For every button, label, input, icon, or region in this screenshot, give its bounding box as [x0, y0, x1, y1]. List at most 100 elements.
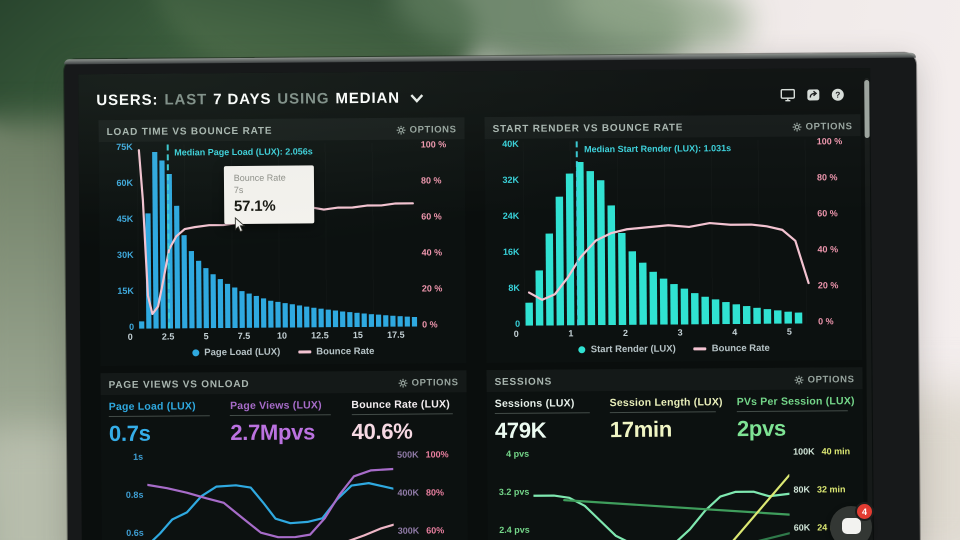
y-tick-label: 1s — [133, 451, 144, 462]
panel-header: SESSIONS OPTIONS — [486, 367, 862, 392]
legend-dot-icon — [578, 345, 586, 353]
y-tick-label: 60K — [116, 177, 134, 188]
legend-item[interactable]: Page Load (LUX) — [192, 346, 280, 358]
stat-session-length: Session Length (LUX) 17min — [610, 396, 723, 445]
x-tick-label: 10 — [276, 330, 288, 341]
mouse-cursor-icon — [234, 217, 246, 238]
x-axis: 0 1 2 3 4 5 — [513, 325, 822, 340]
y-tick-label: 30K — [116, 249, 134, 260]
stat-underline — [609, 411, 717, 414]
legend-item[interactable]: Bounce Rate — [298, 345, 374, 357]
y-tick-label: 100% — [425, 449, 449, 460]
x-tick-label: 15 — [352, 330, 363, 341]
stat-value: 40.6% — [351, 418, 413, 445]
tooltip-series-label: Bounce Rate — [233, 172, 286, 184]
legend-dash-icon — [693, 346, 707, 350]
panel-header: PAGE VIEWS VS ONLOAD OPTIONS — [100, 370, 466, 395]
legend-dot-icon — [192, 348, 200, 356]
y-tick-label: 60 % — [421, 211, 442, 222]
x-tick-label: 5 — [203, 331, 209, 342]
chat-widget-button[interactable]: 4 — [830, 502, 874, 540]
y-tick-label: 0.8s — [125, 489, 144, 500]
scrollbar[interactable] — [864, 78, 874, 540]
stat-value: 0.7s — [108, 420, 151, 447]
legend-item[interactable]: Start Render (LUX) — [578, 343, 676, 355]
x-tick-label: 4 — [732, 327, 738, 338]
dashboard-screen: USERS: LAST 7 DAYS USING MEDIAN — [78, 68, 875, 540]
legend: Page Load (LUX) Bounce Rate — [100, 341, 466, 362]
y-tick-label: 4 pvs — [506, 448, 530, 459]
plot: Median Start Render (LUX): 1.031s — [522, 139, 815, 326]
header-icon-group: ? — [780, 88, 844, 102]
chart-plot-area: 40K 32K 24K 16K 8K 0 Median Start Render (LUX)… — [485, 136, 862, 329]
y-tick-label: 60% — [426, 525, 445, 536]
y-tick-label: 80 % — [816, 172, 838, 183]
legend-label: Bounce Rate — [316, 345, 375, 357]
last-label: LAST — [164, 90, 208, 109]
x-tick-label: 5 — [786, 326, 792, 337]
notification-badge: 4 — [855, 502, 874, 521]
y-tick-label: 80% — [425, 487, 444, 498]
options-button[interactable]: OPTIONS — [792, 120, 853, 133]
x-tick-label: 17.5 — [387, 329, 405, 340]
dashboard-title-dropdown[interactable]: USERS: LAST 7 DAYS USING MEDIAN — [96, 89, 424, 109]
share-icon[interactable] — [806, 88, 820, 101]
stat-underline — [736, 410, 848, 413]
legend-label: Bounce Rate — [711, 342, 770, 354]
y-tick-label: 100 % — [816, 136, 843, 147]
stat-value: 2.7Mpvs — [230, 419, 316, 446]
range-value: 7 DAYS — [213, 90, 272, 108]
y-tick-label: 40K — [502, 138, 519, 149]
y-tick-label: 15K — [117, 285, 134, 296]
gear-icon — [396, 125, 406, 135]
stats-row: Page Load (LUX) 0.7s Page Views (LUX) 2.… — [101, 392, 467, 449]
help-icon[interactable]: ? — [831, 88, 844, 101]
stat-underline — [351, 413, 453, 416]
y-tick-label: 100K — [793, 446, 815, 457]
chevron-down-icon[interactable] — [409, 92, 424, 103]
panel-header: LOAD TIME VS BOUNCE RATE OPTIONS — [98, 117, 464, 142]
panel-title: PAGE VIEWS VS ONLOAD — [108, 378, 250, 391]
options-button[interactable]: OPTIONS — [794, 374, 855, 385]
y-tick-label: 0.6s — [126, 527, 144, 538]
page-views-sparkline-chart: 1s 0.8s 0.6s 500K 100% 400K 80% 300K 60% — [101, 446, 468, 540]
y-axis-left: 75K 60K 45K 30K 15K 0 — [99, 142, 138, 332]
options-button[interactable]: OPTIONS — [398, 377, 459, 388]
display-icon[interactable] — [780, 88, 796, 101]
x-tick-label: 2.5 — [161, 331, 175, 342]
legend-item[interactable]: Bounce Rate — [693, 342, 770, 354]
y-tick-label: 80K — [793, 484, 810, 495]
stat-label: Sessions (LUX) — [494, 397, 575, 410]
y-tick-label: 60K — [793, 522, 811, 533]
plot: Median Page Load (LUX): 2.056s Bounce Rat… — [136, 142, 419, 329]
sessions-sparkline-chart: 4 pvs 3.2 pvs 2.4 pvs 100K 40 min 80K 32 min 60… — [487, 443, 864, 540]
stat-underline — [108, 415, 210, 418]
dashboard-header: USERS: LAST 7 DAYS USING MEDIAN — [96, 81, 858, 113]
scrollbar-thumb[interactable] — [864, 80, 870, 139]
y-tick-label: 400K — [397, 487, 419, 498]
x-tick-label: 2 — [622, 327, 629, 338]
legend: Start Render (LUX) Bounce Rate — [486, 338, 862, 359]
panel-load-time-vs-bounce-rate: LOAD TIME VS BOUNCE RATE OPTIONS 75K 60K 4… — [98, 117, 467, 367]
median-annotation: Median Page Load (LUX): 2.056s — [174, 146, 313, 158]
stat-pvs-per-session: PVs Per Session (LUX) 2pvs — [737, 395, 855, 444]
y-axis-right: 100 % 80 % 60 % 40 % 20 % 0 % — [813, 136, 862, 326]
y-axis-left: 1s 0.8s 0.6s — [101, 452, 148, 538]
options-label: OPTIONS — [409, 123, 457, 136]
y-tick-label: 500K — [397, 449, 419, 460]
panel-page-views-vs-onload: PAGE VIEWS VS ONLOAD OPTIONS Page Load (… — [100, 370, 469, 540]
panel-title: SESSIONS — [494, 376, 553, 388]
x-tick-label: 12.5 — [311, 330, 329, 341]
y-tick-label: 100 % — [420, 139, 447, 150]
y-axis-right: 500K 100% 400K 80% 300K 60% — [393, 449, 468, 536]
panel-header: START RENDER VS BOUNCE RATE OPTIONS — [484, 114, 860, 139]
svg-text:?: ? — [835, 89, 840, 99]
options-label: OPTIONS — [805, 120, 853, 133]
stat-bounce-rate: Bounce Rate (LUX) 40.6% — [351, 398, 459, 447]
chat-icon — [842, 518, 861, 534]
options-button[interactable]: OPTIONS — [396, 123, 457, 136]
spark-plot-area: 4 pvs 3.2 pvs 2.4 pvs 100K 40 min 80K 32 min 60… — [487, 443, 864, 540]
x-tick-label: 0 — [513, 328, 519, 339]
stat-underline — [494, 412, 590, 414]
y-axis-left: 40K 32K 24K 16K 8K 0 — [485, 139, 524, 329]
